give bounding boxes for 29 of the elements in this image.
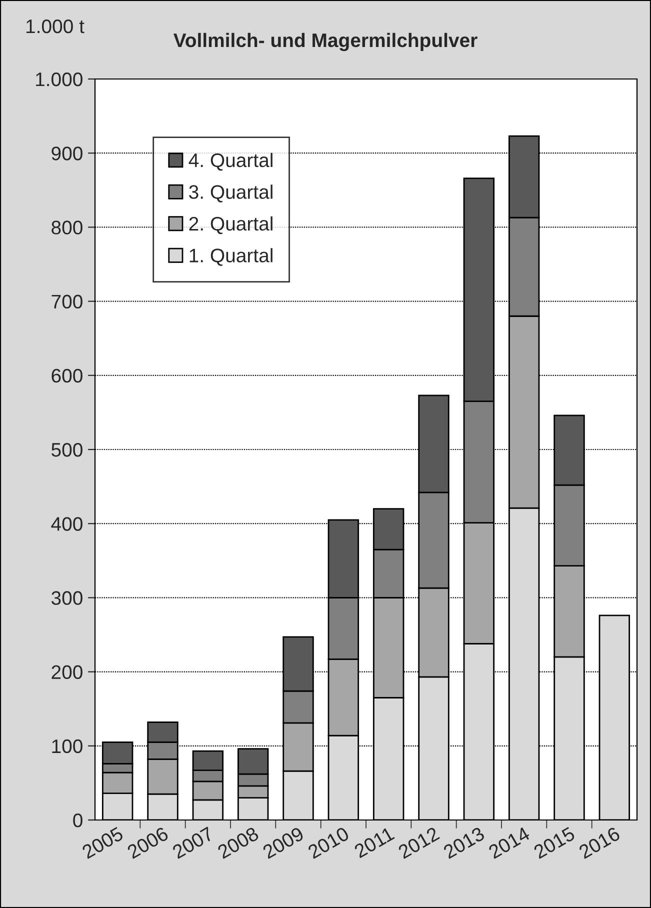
- x-tick-label: 2015: [532, 826, 576, 860]
- y-axis-title: 1.000 t: [26, 19, 84, 34]
- y-tick-label: 200: [52, 665, 82, 680]
- y-tick-label: 400: [51, 517, 82, 531]
- chart-title: Vollmilch- und Magermilchpulver: [173, 32, 478, 52]
- x-tick-label: 2016: [578, 826, 621, 860]
- x-tick-label: 2010: [307, 826, 350, 860]
- y-tick-label: 500: [52, 442, 82, 457]
- y-tick-label: 600: [52, 368, 82, 383]
- x-tick-label: 2013: [442, 826, 486, 860]
- legend-label: 1. Quartal: [190, 248, 272, 266]
- y-tick-label: 800: [52, 220, 82, 234]
- x-tick-label: 2011: [353, 826, 395, 858]
- y-tick-label: 700: [52, 294, 82, 309]
- x-tick-label: 2006: [126, 826, 170, 860]
- y-tick-label: 1.000: [36, 72, 82, 86]
- y-tick-label: 100: [52, 739, 82, 754]
- y-tick-label: 900: [52, 146, 82, 160]
- x-tick-label: 2014: [488, 826, 531, 860]
- x-tick-label: 2005: [81, 826, 124, 860]
- legend-label: 2. Quartal: [189, 216, 272, 234]
- x-tick-label: 2007: [172, 826, 214, 860]
- legend-label: 4. Quartal: [188, 152, 272, 171]
- x-tick-label: 2008: [216, 826, 260, 860]
- y-tick-label: 300: [51, 591, 82, 605]
- y-tick-label: 0: [73, 813, 82, 828]
- x-tick-label: 2012: [397, 826, 440, 860]
- x-tick-label: 2009: [262, 826, 305, 860]
- legend-label: 3. Quartal: [189, 184, 272, 202]
